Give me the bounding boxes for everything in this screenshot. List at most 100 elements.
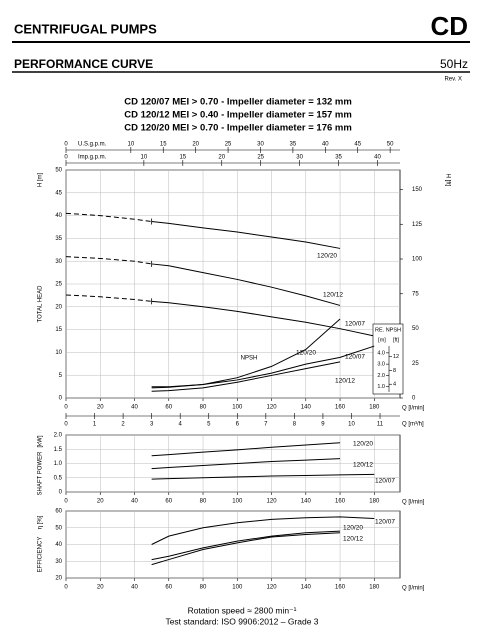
series-label: 120/12 xyxy=(323,292,343,299)
footer-line: Rotation speed ≈ 2800 min⁻¹ xyxy=(188,605,297,615)
y-tick-label: 0 xyxy=(59,396,63,402)
curve xyxy=(151,300,375,337)
model-line: CD 120/20 MEI > 0.70 - Impeller diameter… xyxy=(124,123,352,134)
series-label: 120/20 xyxy=(296,350,316,357)
tick-label: 15 xyxy=(179,155,186,161)
y-tick-label: 50 xyxy=(55,525,62,531)
tick-label: 0 xyxy=(64,142,68,148)
x-tick-label: 160 xyxy=(335,585,346,591)
inset-axis-box xyxy=(372,323,404,395)
tick-label: 20 xyxy=(192,142,199,148)
tick-label: 0 xyxy=(64,422,68,428)
y-axis-label: η [%] xyxy=(38,515,44,529)
x-tick-label: 40 xyxy=(131,585,138,591)
y-tick-label: 0 xyxy=(59,490,63,496)
series-label: 120/07 xyxy=(345,321,365,328)
curve-extrapolated xyxy=(65,212,152,223)
tick-label: 10 xyxy=(141,155,148,161)
tick-label: 0 xyxy=(64,155,68,161)
tick-label: 1 xyxy=(93,422,97,428)
tick-label: 40 xyxy=(322,142,329,148)
x-tick-label: 80 xyxy=(200,585,207,591)
frequency: 50Hz xyxy=(440,57,468,71)
x-tick-label: 0 xyxy=(64,499,68,505)
footer-line: Test standard: ISO 9906:2012 – Grade 3 xyxy=(165,616,318,626)
x-tick-label: 120 xyxy=(267,585,278,591)
tick-label: 10 xyxy=(348,422,355,428)
curve xyxy=(151,516,375,545)
series-label: 120/20 xyxy=(317,253,337,260)
tick-label: 30 xyxy=(257,142,264,148)
series-label: 120/20 xyxy=(343,525,363,532)
y2-tick-label: 100 xyxy=(412,257,423,263)
tick-label: 25 xyxy=(257,155,264,161)
x-tick-label: 40 xyxy=(131,405,138,411)
series-label: 120/12 xyxy=(343,536,363,543)
tick-label: 7 xyxy=(264,422,268,428)
tick-label: 40 xyxy=(374,155,381,161)
tick-label: 8 xyxy=(293,422,297,428)
tick-label: 3 xyxy=(150,422,154,428)
y-tick-label: 40 xyxy=(55,542,62,548)
y-tick-label: 0.5 xyxy=(54,475,63,481)
y-tick-label: 30 xyxy=(55,559,62,565)
x-tick-label: 140 xyxy=(301,585,312,591)
axis-label: Q [m³/h] xyxy=(402,422,424,428)
x-tick-label: 0 xyxy=(64,405,68,411)
curve xyxy=(151,532,341,566)
y-tick-label: 40 xyxy=(55,213,62,219)
y-tick-label: 25 xyxy=(55,282,62,288)
x-axis-label: Q [l/min] xyxy=(402,586,425,592)
y-tick-label: 4.0 xyxy=(377,350,385,356)
tick-label: 9 xyxy=(321,422,325,428)
x-tick-label: 140 xyxy=(301,499,312,505)
tick-label: 50 xyxy=(387,142,394,148)
x-tick-label: 100 xyxy=(232,585,243,591)
series-label: 120/07 xyxy=(375,519,395,526)
x-tick-label: 180 xyxy=(369,405,380,411)
tick-label: 15 xyxy=(160,142,167,148)
curve xyxy=(151,345,375,388)
y-tick-label: 20 xyxy=(55,576,62,582)
tick-label: 2 xyxy=(121,422,125,428)
x-tick-label: 160 xyxy=(335,499,346,505)
inset-title: RE. NPSH xyxy=(375,327,401,333)
tick-label: 35 xyxy=(335,155,342,161)
x-tick-label: 0 xyxy=(64,585,68,591)
title: CENTRIFUGAL PUMPS xyxy=(14,21,157,36)
curve xyxy=(151,361,341,392)
x-tick-label: 140 xyxy=(301,405,312,411)
tick-label: 20 xyxy=(218,155,225,161)
subtitle: PERFORMANCE CURVE xyxy=(14,57,153,71)
y-tick-label: 1.0 xyxy=(377,384,385,390)
curve xyxy=(151,530,341,561)
x-tick-label: 40 xyxy=(131,499,138,505)
y2-tick-label: 4 xyxy=(393,382,396,388)
y-tick-label: 50 xyxy=(55,168,62,174)
x-axis-label: Q [l/min] xyxy=(402,406,425,412)
x-tick-label: 60 xyxy=(165,585,172,591)
y2-tick-label: 12 xyxy=(393,354,399,360)
tick-label: 5 xyxy=(207,422,211,428)
x-tick-label: 60 xyxy=(165,499,172,505)
y-tick-label: 3.0 xyxy=(377,362,385,368)
y-tick-label: 15 xyxy=(55,327,62,333)
y-axis-title: SHAFT POWER xyxy=(38,451,44,496)
model-line: CD 120/07 MEI > 0.70 - Impeller diameter… xyxy=(124,97,352,108)
y2-tick-label: 8 xyxy=(393,368,396,374)
tick-label: 11 xyxy=(377,422,384,428)
tick-label: 10 xyxy=(127,142,134,148)
series-label: 120/12 xyxy=(353,462,373,469)
curve xyxy=(151,263,341,306)
series-label: 120/20 xyxy=(353,441,373,448)
series-label: 120/07 xyxy=(345,354,365,361)
curve-extrapolated xyxy=(65,294,152,302)
x-tick-label: 100 xyxy=(232,499,243,505)
x-tick-label: 160 xyxy=(335,405,346,411)
axis-label: Imp.g.p.m. xyxy=(78,155,107,161)
y-axis-title: EFFICIENCY xyxy=(38,537,44,573)
x-tick-label: 20 xyxy=(97,405,104,411)
curve xyxy=(151,221,341,249)
series-label: 120/12 xyxy=(335,378,355,385)
y-axis-label: [kW] xyxy=(38,435,44,447)
